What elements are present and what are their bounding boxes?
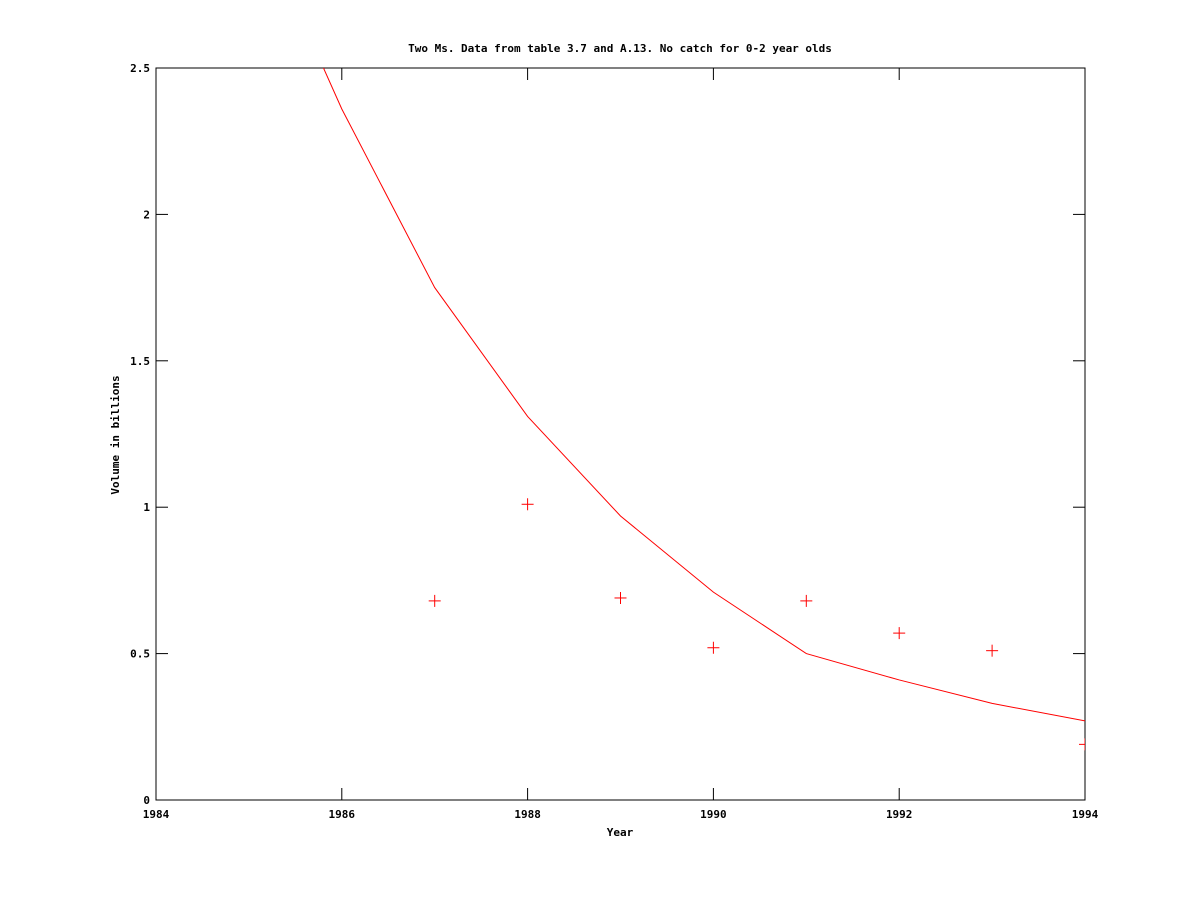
data-point-marker bbox=[521, 498, 534, 511]
data-point-marker bbox=[428, 594, 441, 607]
y-axis-label: Volume in billions bbox=[109, 375, 122, 494]
x-tick-label: 1984 bbox=[143, 808, 170, 821]
x-tick-label: 1994 bbox=[1072, 808, 1099, 821]
x-tick-label: 1986 bbox=[329, 808, 356, 821]
x-tick-label: 1992 bbox=[886, 808, 913, 821]
y-tick-label: 1 bbox=[143, 501, 150, 514]
x-tick-label: 1988 bbox=[514, 808, 541, 821]
chart-title: Two Ms. Data from table 3.7 and A.13. No… bbox=[408, 42, 832, 55]
y-tick-label: 0.5 bbox=[130, 648, 150, 661]
data-point-marker bbox=[614, 591, 627, 604]
x-tick-label: 1990 bbox=[700, 808, 727, 821]
data-point-marker bbox=[893, 627, 906, 640]
model-curve-line bbox=[322, 68, 1085, 722]
plot-frame bbox=[155, 67, 1086, 801]
y-tick-label: 2 bbox=[143, 208, 150, 221]
data-point-marker bbox=[986, 644, 999, 657]
data-point-marker bbox=[1079, 738, 1085, 751]
x-axis-label: Year bbox=[607, 826, 634, 839]
y-tick-label: 1.5 bbox=[130, 355, 150, 368]
y-tick-label: 0 bbox=[143, 794, 150, 807]
data-point-marker bbox=[800, 594, 813, 607]
y-tick-label: 2.5 bbox=[130, 62, 150, 75]
data-point-marker bbox=[707, 641, 720, 654]
